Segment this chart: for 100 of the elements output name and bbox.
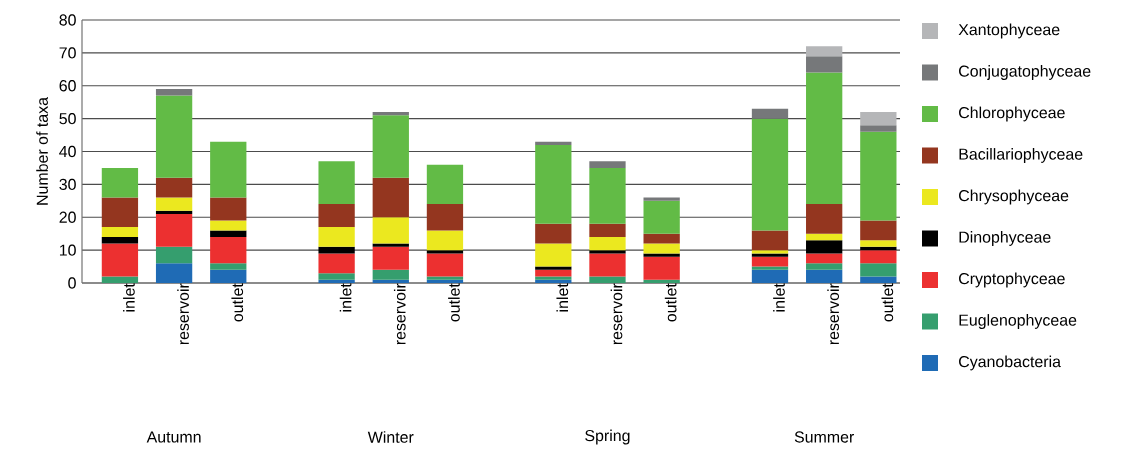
bar [426, 253, 464, 277]
bar [806, 240, 843, 254]
bar [860, 263, 897, 277]
bar [426, 204, 464, 231]
bar [860, 250, 897, 264]
y-tick-label: 70 [59, 47, 76, 59]
bar [589, 223, 626, 237]
bar [860, 246, 897, 251]
bar [806, 72, 843, 205]
text: Spring [585, 429, 630, 445]
bar [210, 197, 247, 221]
bar [318, 273, 355, 280]
legend-label: Conjugatophyceae [959, 65, 1091, 80]
bar [101, 227, 139, 237]
bar [210, 236, 247, 264]
bar [372, 115, 409, 178]
y-tick-label: 10 [59, 244, 76, 256]
bar [155, 95, 193, 178]
bar [751, 256, 789, 267]
y-axis-title: Number of taxa [36, 97, 48, 205]
bar [318, 253, 355, 274]
text: Autumn [146, 431, 201, 443]
legend-label: Bacillariophyceae [959, 148, 1083, 163]
x-tick-label: reservoir [610, 283, 623, 345]
legend-label: Euglenophyceae [959, 314, 1077, 329]
bar [589, 167, 626, 224]
bar [318, 227, 355, 247]
bar [155, 263, 193, 283]
bar [643, 243, 680, 254]
bar [860, 220, 897, 241]
bar [535, 144, 572, 224]
bar [589, 276, 626, 283]
legend-label: Cryptophyceae [959, 272, 1065, 288]
x-tick-label: inlet [339, 283, 352, 312]
bar [751, 118, 789, 231]
x-tick-label: reservoir [393, 283, 406, 345]
bar [101, 167, 139, 198]
bar [318, 246, 355, 254]
bar [372, 246, 409, 270]
bar [372, 177, 409, 218]
bar [318, 161, 355, 205]
y-tick-label: 80 [59, 14, 76, 26]
x-tick-label: outlet [448, 283, 460, 322]
bar [860, 240, 897, 247]
bar [155, 197, 193, 211]
bar [101, 276, 139, 283]
bar [535, 269, 572, 277]
bar [860, 276, 897, 283]
legend-label: Chlorophyceae [959, 106, 1065, 122]
bar [751, 230, 789, 251]
bar [751, 108, 789, 119]
bar [589, 253, 626, 277]
x-tick-label: inlet [556, 283, 569, 312]
bar [318, 279, 355, 283]
y-tick-label: 50 [59, 112, 76, 125]
bar [643, 200, 680, 234]
bar [806, 46, 843, 57]
x-tick-label: outlet [881, 283, 894, 322]
y-tick-label: 0 [68, 277, 76, 289]
legend-label: Xantophyceae [958, 23, 1060, 39]
legend-label: Cyanobacteria [959, 355, 1061, 371]
bar [210, 230, 247, 237]
bar [372, 243, 409, 247]
bar [806, 263, 843, 270]
x-tick-label: outlet [664, 283, 677, 322]
text: Summer [794, 431, 855, 443]
bar [426, 230, 464, 251]
bar [318, 204, 355, 228]
bar [535, 243, 572, 267]
y-tick-label: 20 [59, 211, 76, 223]
bar [589, 161, 626, 168]
bar [101, 243, 139, 277]
bar [535, 266, 572, 270]
legend-label: Chrysophyceae [959, 189, 1069, 205]
text: Winter [367, 431, 414, 443]
bar [806, 204, 843, 234]
legend-label: Dinophyceae [959, 231, 1051, 246]
bar [426, 250, 464, 254]
bar [535, 223, 572, 244]
bar [751, 266, 789, 270]
x-tick-label: inlet [773, 283, 785, 312]
bar [589, 236, 626, 251]
bar [806, 233, 843, 241]
bar [751, 269, 789, 283]
bar [643, 256, 680, 280]
bar [806, 269, 843, 283]
bar [101, 236, 139, 244]
bar [643, 253, 680, 257]
bar [372, 279, 409, 283]
bar [372, 217, 409, 244]
x-tick-label: reservoir [827, 283, 840, 345]
bar [155, 89, 193, 96]
y-tick-label: 40 [59, 145, 76, 158]
bar [210, 220, 247, 231]
y-tick-label: 60 [59, 80, 76, 92]
bar [372, 112, 409, 116]
y-tick-label: 30 [59, 178, 76, 191]
bar [155, 213, 193, 247]
bar [589, 250, 626, 254]
bar [643, 279, 680, 283]
